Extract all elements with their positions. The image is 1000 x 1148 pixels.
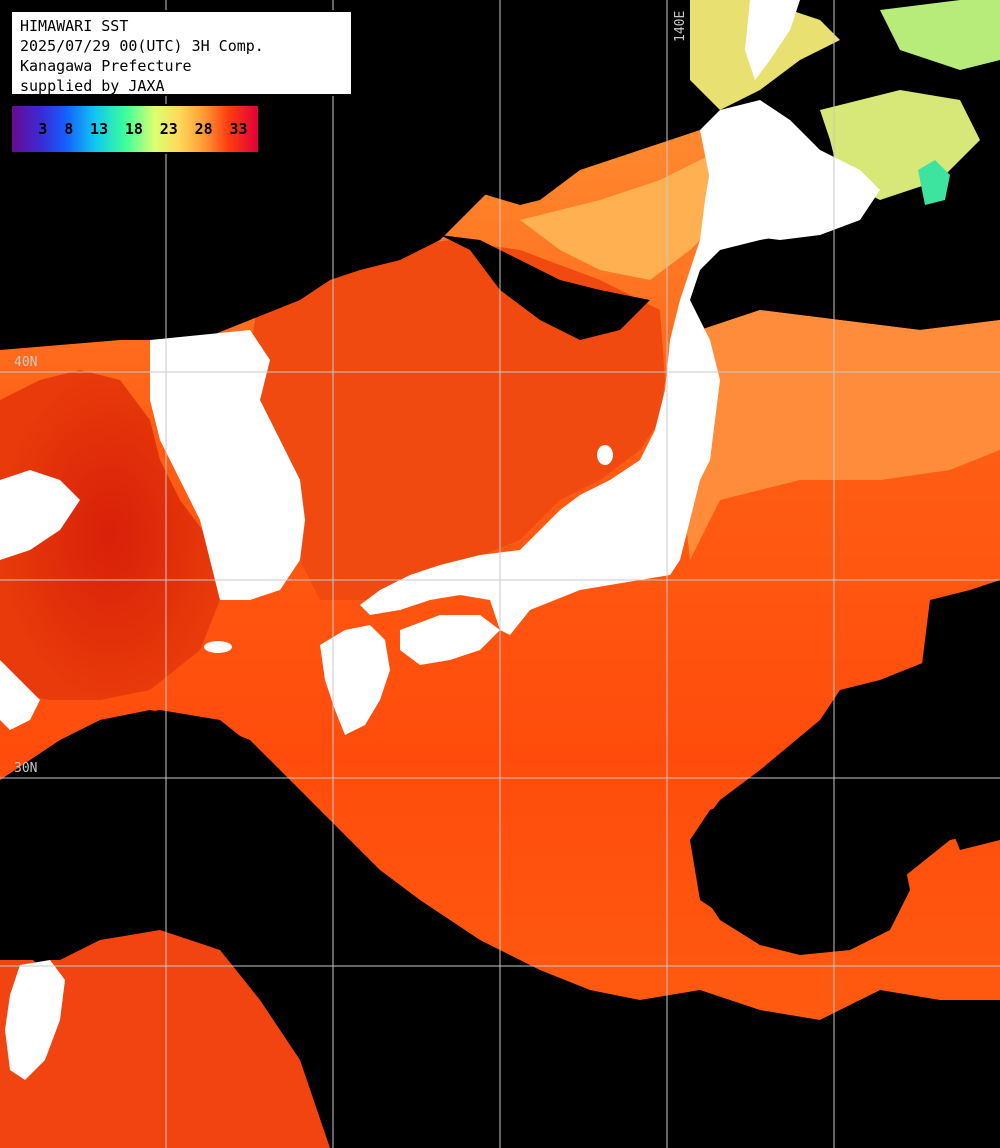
title-line-prefecture: Kanagawa Prefecture [20,57,192,75]
cloud-typhoon-east [690,780,910,955]
cyan-patch [918,160,950,205]
legend-tick: 18 [124,120,143,138]
china-south-land [0,660,40,730]
sakhalin-land [745,0,800,80]
legend-tick: 23 [159,120,178,138]
east-china-sea [0,930,330,1148]
cloud-south-typhoon-west [20,710,440,1060]
lon-label-140e: 140E [673,11,688,42]
legend-tick: 28 [194,120,213,138]
tsugaru-mild [520,150,720,280]
korea-land [150,330,305,600]
taiwan-land [5,960,65,1080]
title-line-supplier: supplied by JAXA [20,77,165,95]
yellow-sea [0,370,220,700]
lat-label-40n: 40N [14,355,37,370]
lat-label-30n: 30N [14,761,37,776]
china-coast-land [0,470,80,560]
cloud-japan-sea-north [380,230,650,340]
legend-tick-labels: 3 8 13 18 23 28 33 [12,120,258,138]
honshu-land [360,130,830,635]
title-line-date: 2025/07/29 00(UTC) 3H Comp. [20,37,264,55]
kyushu-land [320,625,390,735]
jeju-land [204,641,232,653]
shikoku-land [400,615,500,665]
cloud-south-bottom [330,1000,1000,1148]
title-line-product: HIMAWARI SST [20,17,129,35]
kurils-cool [880,0,1000,70]
legend-tick: 3 [38,120,48,138]
legend-tick: 13 [90,120,109,138]
legend-tick: 8 [64,120,74,138]
legend-tick: 33 [229,120,248,138]
hokkaido-land [700,100,880,240]
sado-land [597,445,613,465]
cloud-east-edge [920,580,1000,850]
title-box: HIMAWARI SST 2025/07/29 00(UTC) 3H Comp.… [10,10,353,96]
color-legend: 3 8 13 18 23 28 33 [10,104,260,154]
